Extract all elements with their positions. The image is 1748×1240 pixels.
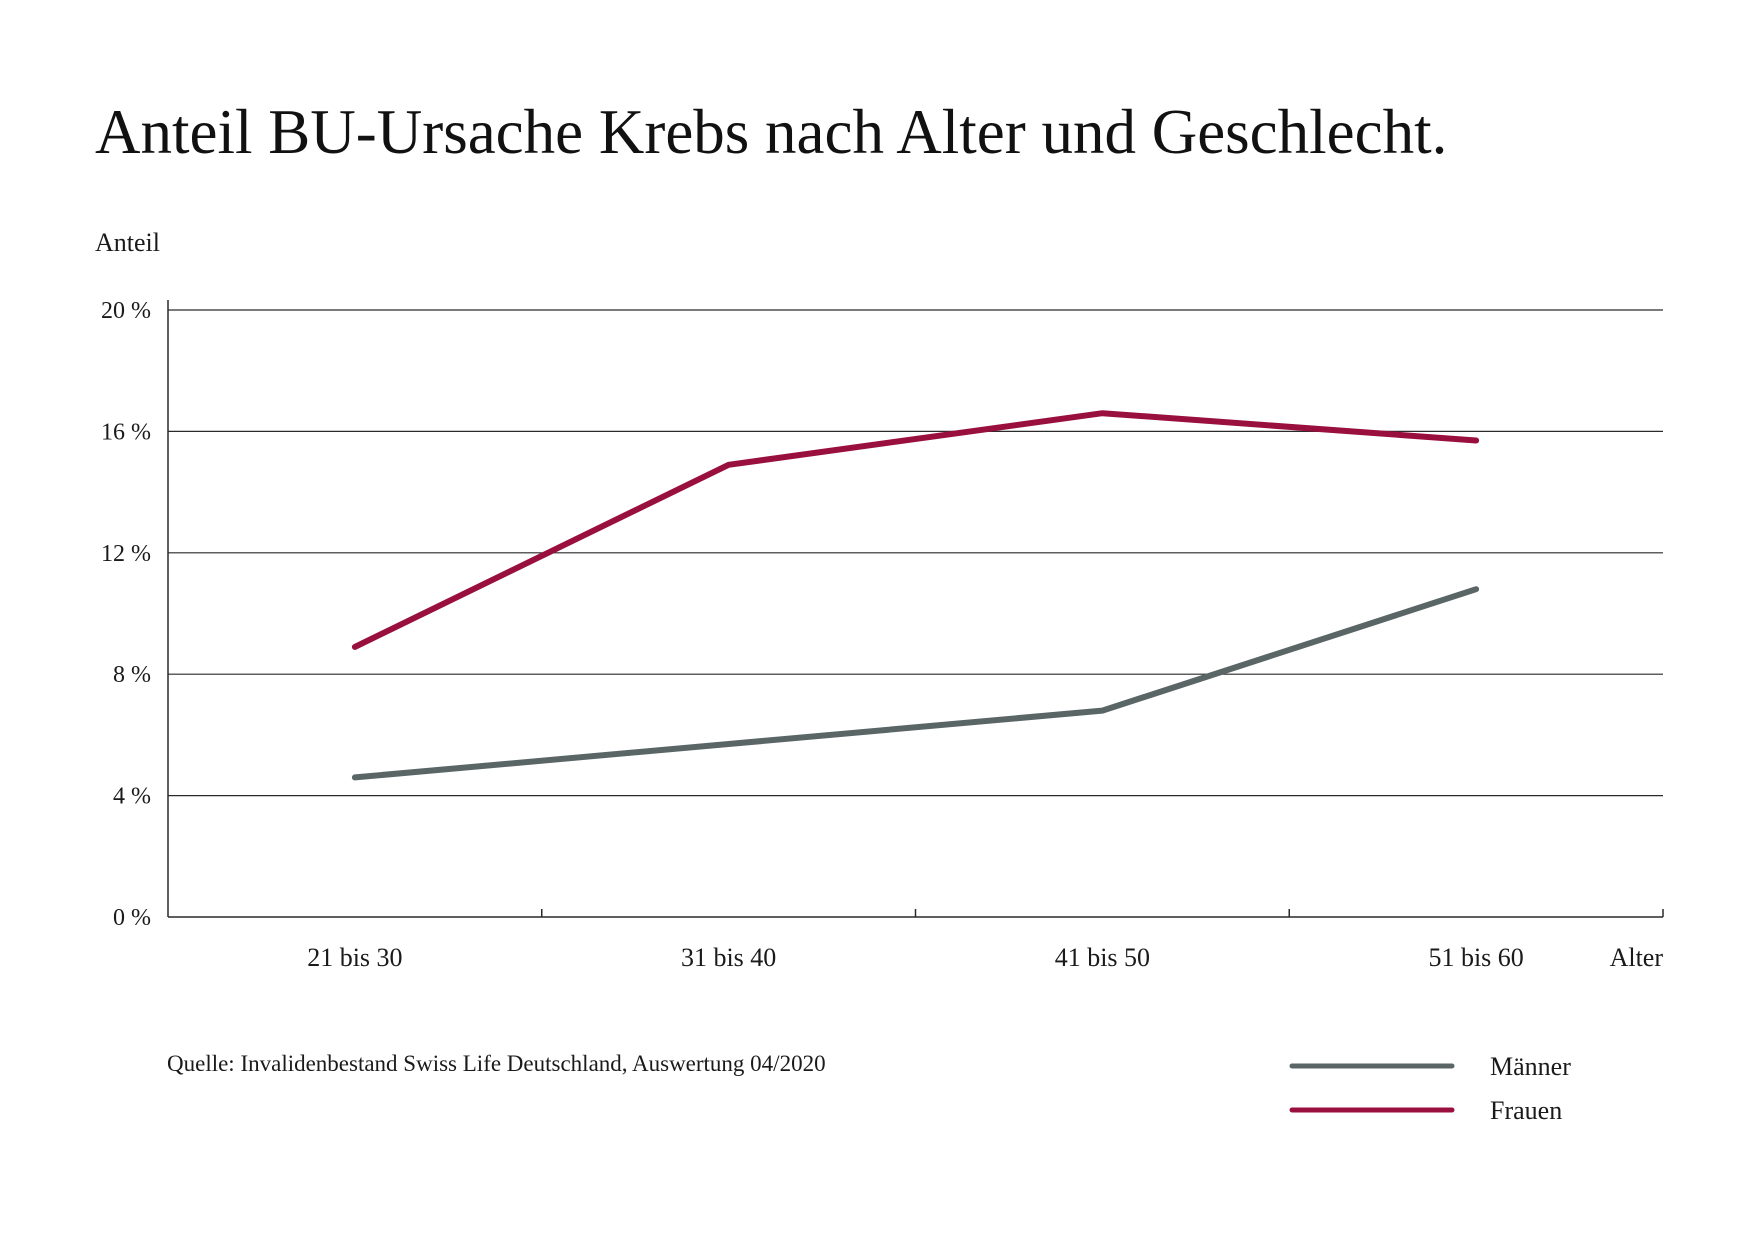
- chart-title: Anteil BU-Ursache Krebs nach Alter und G…: [95, 97, 1447, 167]
- x-tick-label: 51 bis 60: [1428, 943, 1523, 972]
- series-line-m-nner: [351, 586, 1480, 781]
- gridlines: [168, 309, 1663, 797]
- legend: Männer Frauen: [1289, 1052, 1571, 1125]
- y-tick-label: 8 %: [113, 662, 151, 688]
- series-line-frauen: [351, 410, 1480, 650]
- axes: [167, 300, 1664, 918]
- x-tick-label: 21 bis 30: [307, 943, 402, 972]
- series-lines: [351, 410, 1480, 781]
- x-axis-title: Alter: [1610, 943, 1664, 972]
- source-note: Quelle: Invalidenbestand Swiss Life Deut…: [167, 1051, 826, 1076]
- legend-label: Männer: [1490, 1052, 1571, 1081]
- y-tick-label: 20 %: [101, 298, 151, 324]
- x-tick-label: 31 bis 40: [681, 943, 776, 972]
- y-tick-label: 4 %: [113, 784, 151, 810]
- y-tick-label: 12 %: [101, 541, 151, 567]
- y-axis-title: Anteil: [95, 228, 160, 257]
- y-tick-label: 0 %: [113, 905, 151, 931]
- y-tick-label: 16 %: [101, 419, 151, 445]
- x-tick-labels: 21 bis 30 31 bis 40 41 bis 50 51 bis 60: [307, 943, 1524, 972]
- legend-label: Frauen: [1490, 1096, 1562, 1125]
- x-tick-label: 41 bis 50: [1055, 943, 1150, 972]
- y-tick-labels: 0 % 4 % 8 % 12 % 16 % 20 %: [101, 298, 151, 931]
